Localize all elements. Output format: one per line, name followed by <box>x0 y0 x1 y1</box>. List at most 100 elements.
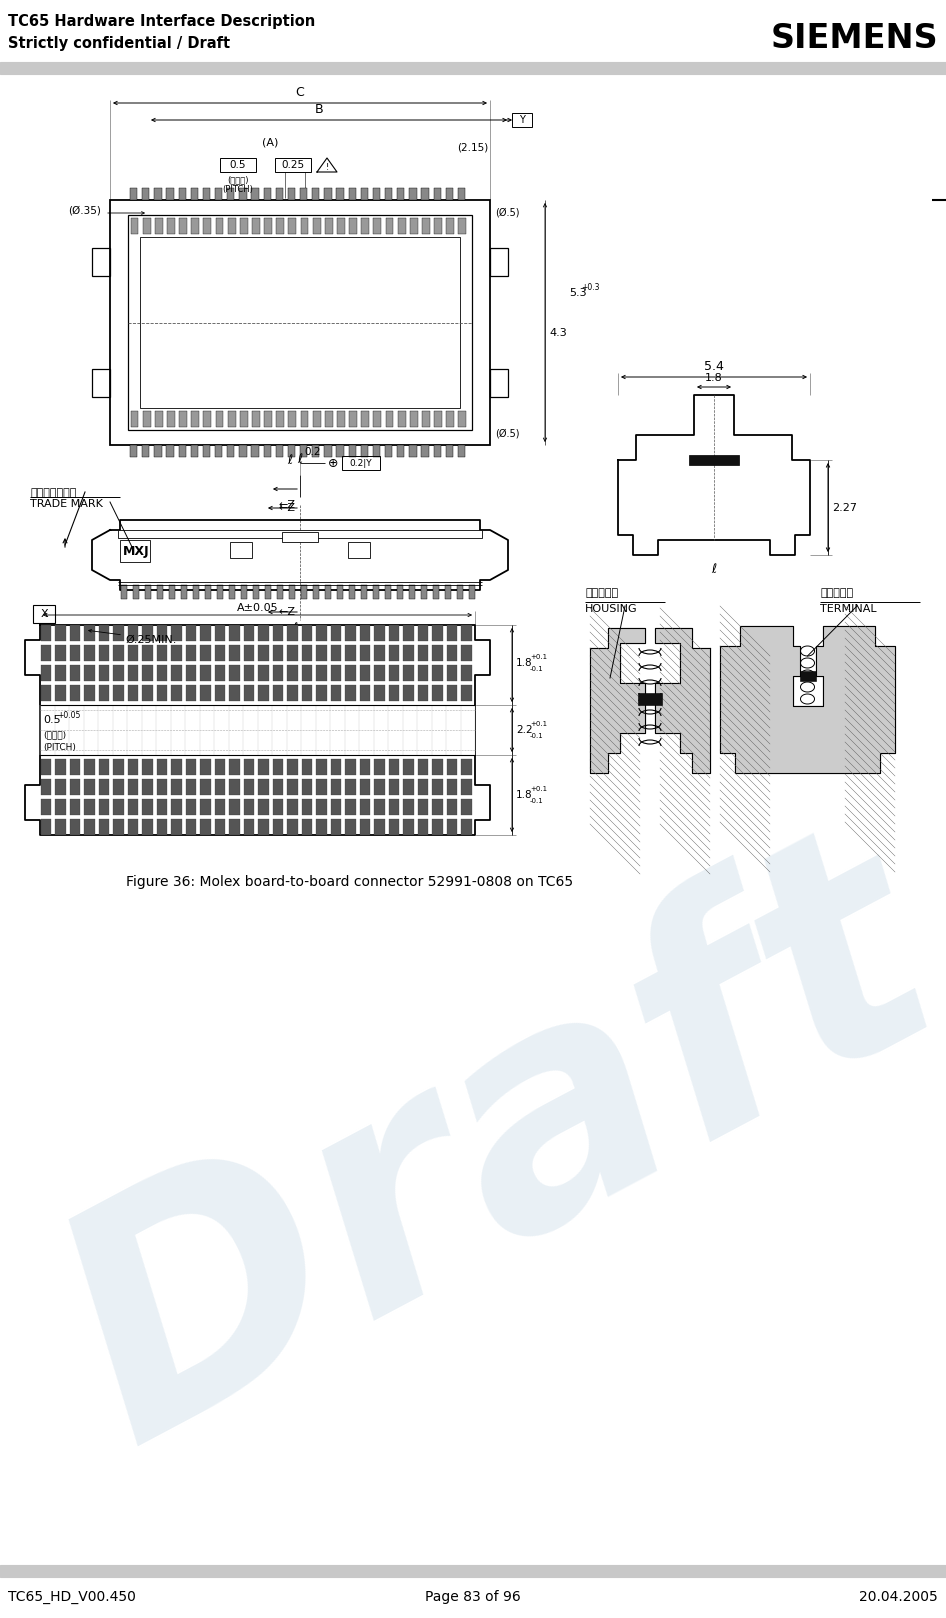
Bar <box>264 188 271 201</box>
Bar <box>287 625 298 641</box>
Bar <box>490 248 508 277</box>
Bar <box>447 684 457 701</box>
Bar <box>461 819 472 835</box>
Bar <box>403 625 414 641</box>
Bar <box>302 819 312 835</box>
Bar <box>128 799 138 815</box>
Bar <box>374 625 385 641</box>
Bar <box>203 411 211 427</box>
Bar <box>447 625 457 641</box>
Bar <box>258 799 269 815</box>
Text: (Ø.5): (Ø.5) <box>495 429 519 438</box>
Bar <box>330 799 342 815</box>
Bar <box>461 646 472 662</box>
Bar <box>432 586 439 599</box>
Bar <box>113 819 124 835</box>
Bar <box>360 445 368 456</box>
Bar <box>171 665 182 681</box>
Bar <box>215 778 225 794</box>
Bar <box>316 646 327 662</box>
Bar <box>128 665 138 681</box>
Text: トレードマーク: トレードマーク <box>30 489 77 498</box>
Bar <box>41 665 51 681</box>
Bar <box>258 819 269 835</box>
Bar <box>229 778 240 794</box>
Bar <box>41 646 51 662</box>
Text: ⊕: ⊕ <box>328 456 339 469</box>
Bar <box>41 759 51 775</box>
Bar <box>417 819 429 835</box>
Bar <box>168 586 174 599</box>
Bar <box>302 799 312 815</box>
Bar <box>389 778 399 794</box>
Bar <box>374 684 385 701</box>
Text: C: C <box>295 86 305 99</box>
Bar <box>374 218 381 235</box>
Bar <box>166 218 175 235</box>
Text: -0.1: -0.1 <box>530 667 544 671</box>
Bar <box>361 218 369 235</box>
Bar <box>287 799 298 815</box>
Polygon shape <box>317 159 337 172</box>
Bar <box>287 819 298 835</box>
Bar <box>446 188 453 201</box>
Bar <box>200 625 211 641</box>
Bar <box>459 411 466 427</box>
Bar <box>0 1565 946 1578</box>
Bar <box>185 684 197 701</box>
Text: B: B <box>315 104 324 116</box>
Bar <box>41 778 51 794</box>
Bar <box>191 218 199 235</box>
Bar <box>142 819 153 835</box>
Bar <box>98 778 110 794</box>
Bar <box>258 778 269 794</box>
Text: ハウジング: ハウジング <box>585 587 618 599</box>
Bar <box>252 445 258 456</box>
Bar <box>345 646 356 662</box>
Bar <box>275 159 311 172</box>
Bar <box>41 684 51 701</box>
Bar <box>258 665 269 681</box>
Text: !: ! <box>325 162 328 172</box>
Bar <box>337 586 342 599</box>
Bar <box>348 188 356 201</box>
Bar <box>239 218 248 235</box>
Bar <box>447 799 457 815</box>
Bar <box>447 665 457 681</box>
Bar <box>243 819 254 835</box>
Text: Draft: Draft <box>17 794 946 1505</box>
Bar <box>98 625 110 641</box>
Text: SIEMENS: SIEMENS <box>770 21 938 55</box>
Bar <box>360 586 366 599</box>
Bar <box>276 411 284 427</box>
Bar <box>316 665 327 681</box>
Bar <box>98 819 110 835</box>
Bar <box>389 665 399 681</box>
Bar <box>359 665 371 681</box>
Bar <box>330 684 342 701</box>
Bar <box>374 819 385 835</box>
Bar <box>312 586 319 599</box>
Bar <box>240 586 247 599</box>
Bar <box>342 456 380 469</box>
Bar <box>461 759 472 775</box>
Bar <box>200 646 211 662</box>
Bar <box>689 455 739 464</box>
Bar <box>374 411 381 427</box>
Bar <box>386 218 394 235</box>
Bar <box>239 445 247 456</box>
Bar <box>397 411 406 427</box>
Bar <box>301 411 308 427</box>
Bar <box>410 445 416 456</box>
Text: A±0.05: A±0.05 <box>236 604 278 613</box>
Bar <box>461 665 472 681</box>
Bar <box>185 778 197 794</box>
Text: 1.8: 1.8 <box>516 659 533 668</box>
Bar <box>272 625 284 641</box>
Bar <box>171 819 182 835</box>
Bar <box>156 586 163 599</box>
Text: 5.4: 5.4 <box>704 359 724 374</box>
Bar <box>389 625 399 641</box>
Bar <box>110 201 490 445</box>
Bar <box>200 799 211 815</box>
